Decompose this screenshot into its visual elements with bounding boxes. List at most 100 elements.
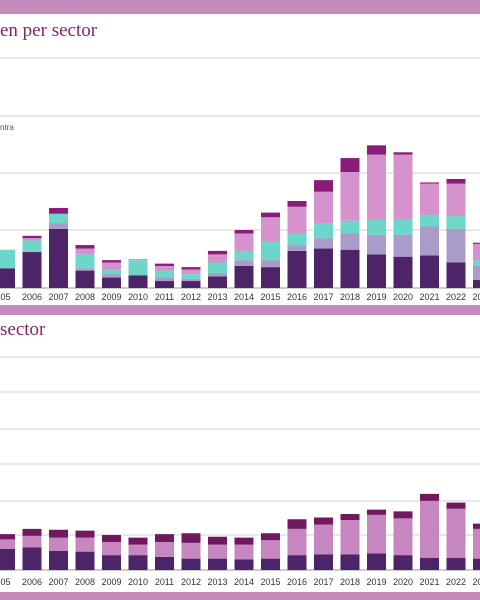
chart1-bar-2012-s1 bbox=[181, 278, 201, 282]
chart2-bar-2012-s1 bbox=[181, 542, 201, 559]
chart2-bar-2014-s0 bbox=[234, 559, 254, 570]
chart1-bar-2011-s4 bbox=[155, 263, 174, 266]
chart1-bar-2015-s0 bbox=[261, 267, 280, 288]
chart1-bar-2016-s1 bbox=[287, 245, 307, 251]
chart1-bar-2006-s4 bbox=[22, 235, 42, 239]
chart1-bar-2008-s0 bbox=[75, 270, 95, 288]
chart2-bar-2011-s1 bbox=[155, 542, 174, 557]
chart1-bar-2013-s0 bbox=[208, 276, 227, 288]
chart1-bar-2018-s3 bbox=[340, 172, 360, 221]
chart1-bar-2019-s3 bbox=[367, 154, 386, 220]
chart1-bar-2014-s1 bbox=[234, 260, 254, 266]
chart1-bar-2020-s2 bbox=[393, 219, 413, 235]
chart1-bar-2009-s4 bbox=[102, 260, 121, 263]
chart2-bar-2013-s2 bbox=[208, 536, 227, 545]
chart1-bar-2014-s3 bbox=[234, 233, 254, 251]
chart2-bar-2017-s0 bbox=[314, 554, 333, 570]
chart1-tick-label: 2022 bbox=[446, 292, 466, 302]
chart2-bar-2021-s1 bbox=[420, 500, 439, 558]
chart1-tick-label: 2016 bbox=[287, 292, 307, 302]
chart1-tick-label: 2021 bbox=[419, 292, 439, 302]
chart2-bar-2010-s0 bbox=[128, 555, 148, 570]
chart2-tick-label: 2014 bbox=[234, 577, 254, 587]
chart2-tick-label: 2012 bbox=[181, 577, 201, 587]
chart2-bar-2006-s2 bbox=[22, 528, 42, 536]
chart2-bar-2017-s1 bbox=[314, 524, 333, 555]
chart1-bar-2013-s2 bbox=[208, 262, 227, 273]
chart1-bar-2020-s0 bbox=[393, 256, 413, 288]
chart1-bar-2020-s1 bbox=[393, 234, 413, 257]
chart1-bar-2015-s4 bbox=[261, 212, 280, 218]
chart2-bar-2011-s2 bbox=[155, 534, 174, 542]
chart1-bar-2017-s2 bbox=[314, 223, 333, 239]
chart1-bar-2013-s1 bbox=[208, 272, 227, 277]
chart1-bar-2020-s3 bbox=[393, 154, 413, 220]
chart1-tick-label: 05 bbox=[0, 292, 10, 302]
chart1-bar-2021-s2 bbox=[420, 214, 439, 227]
chart1-bar-2016-s3 bbox=[287, 206, 307, 234]
chart2-bar-2020-s0 bbox=[393, 555, 413, 570]
chart1-bar-2016-s4 bbox=[287, 201, 307, 207]
chart1-bar-2006-s0 bbox=[22, 252, 42, 288]
chart1-bar-2023-s4 bbox=[473, 242, 480, 244]
chart1-bar-2012-s3 bbox=[181, 269, 201, 275]
chart1-bar-2015-s1 bbox=[261, 260, 280, 268]
chart1-bar-2010-s2 bbox=[128, 260, 148, 276]
chart2-bar-2008-s1 bbox=[75, 537, 95, 552]
chart1-bar-2011-s3 bbox=[155, 265, 174, 271]
chart2-bar-2006-s0 bbox=[22, 547, 42, 570]
chart1-bar-2020-s4 bbox=[393, 152, 413, 155]
chart1-bar-2008-s3 bbox=[75, 248, 95, 255]
chart2-tick-label: 2020 bbox=[393, 577, 413, 587]
chart2-bar-2016-s1 bbox=[287, 528, 307, 556]
chart1-bar-2011-s0 bbox=[155, 281, 174, 288]
chart1-bar-2007-s0 bbox=[49, 228, 68, 288]
chart1-bar-2022-s4 bbox=[446, 178, 466, 184]
chart1-bar-2010-s0 bbox=[128, 275, 148, 288]
chart2-bar-2008-s2 bbox=[75, 530, 95, 538]
chart-2-title: sector bbox=[0, 319, 46, 340]
chart1-bar-2015-s3 bbox=[261, 217, 280, 242]
chart2-bar-2017-s2 bbox=[314, 517, 333, 525]
chart1-bar-2011-s1 bbox=[155, 277, 174, 282]
chart2-tick-label: 2015 bbox=[260, 577, 280, 587]
chart1-tick-label: 2019 bbox=[366, 292, 386, 302]
chart2-tick-label: 2018 bbox=[340, 577, 360, 587]
chart2-bar-2011-s0 bbox=[155, 556, 174, 570]
chart2-tick-label: 2017 bbox=[313, 577, 333, 587]
chart2-bar-2008-s0 bbox=[75, 551, 95, 570]
chart2-tick-label: 2021 bbox=[419, 577, 439, 587]
chart1-bar-2018-s0 bbox=[340, 249, 360, 288]
chart2-bar-2015-s2 bbox=[261, 533, 280, 541]
chart2-bar-2012-s2 bbox=[181, 533, 201, 543]
chart2-bar-2018-s2 bbox=[340, 514, 360, 521]
chart1-tick-label: 2014 bbox=[234, 292, 254, 302]
chart2-bar-2021-s0 bbox=[420, 557, 439, 570]
chart1-bar-2016-s2 bbox=[287, 233, 307, 246]
chart1-bar-2010-s3 bbox=[128, 259, 148, 261]
chart1-bar-2012-s2 bbox=[181, 274, 201, 279]
chart2-tick-label: 2013 bbox=[207, 577, 227, 587]
chart1-bar-2009-s3 bbox=[102, 262, 121, 270]
chart1-bar-2008-s1 bbox=[75, 268, 95, 271]
chart1-bar-2021-s1 bbox=[420, 226, 439, 256]
chart1-bar-2023-s1 bbox=[473, 265, 480, 280]
chart1-tick-label: 2013 bbox=[207, 292, 227, 302]
chart2-bar-05-s0 bbox=[0, 549, 15, 570]
chart2-tick-label: 05 bbox=[0, 577, 10, 587]
chart1-tick-label: 2008 bbox=[75, 292, 95, 302]
chart1-bar-2012-s4 bbox=[181, 267, 201, 270]
chart2-bar-2014-s1 bbox=[234, 544, 254, 560]
chart2-tick-label: 2016 bbox=[287, 577, 307, 587]
chart2-tick-label: 2007 bbox=[48, 577, 68, 587]
chart2-bar-2019-s1 bbox=[367, 514, 386, 554]
chart2-bar-2019-s2 bbox=[367, 509, 386, 515]
chart2-tick-label: 2006 bbox=[22, 577, 42, 587]
chart1-tick-label: 2007 bbox=[48, 292, 68, 302]
chart2-tick-label: 2008 bbox=[75, 577, 95, 587]
chart1-tick-label: 2018 bbox=[340, 292, 360, 302]
chart2-bar-2022-s0 bbox=[446, 557, 466, 570]
chart2-bar-2016-s2 bbox=[287, 519, 307, 529]
chart2-tick-label: 2009 bbox=[101, 577, 121, 587]
chart2-bar-05-s1 bbox=[0, 539, 15, 549]
